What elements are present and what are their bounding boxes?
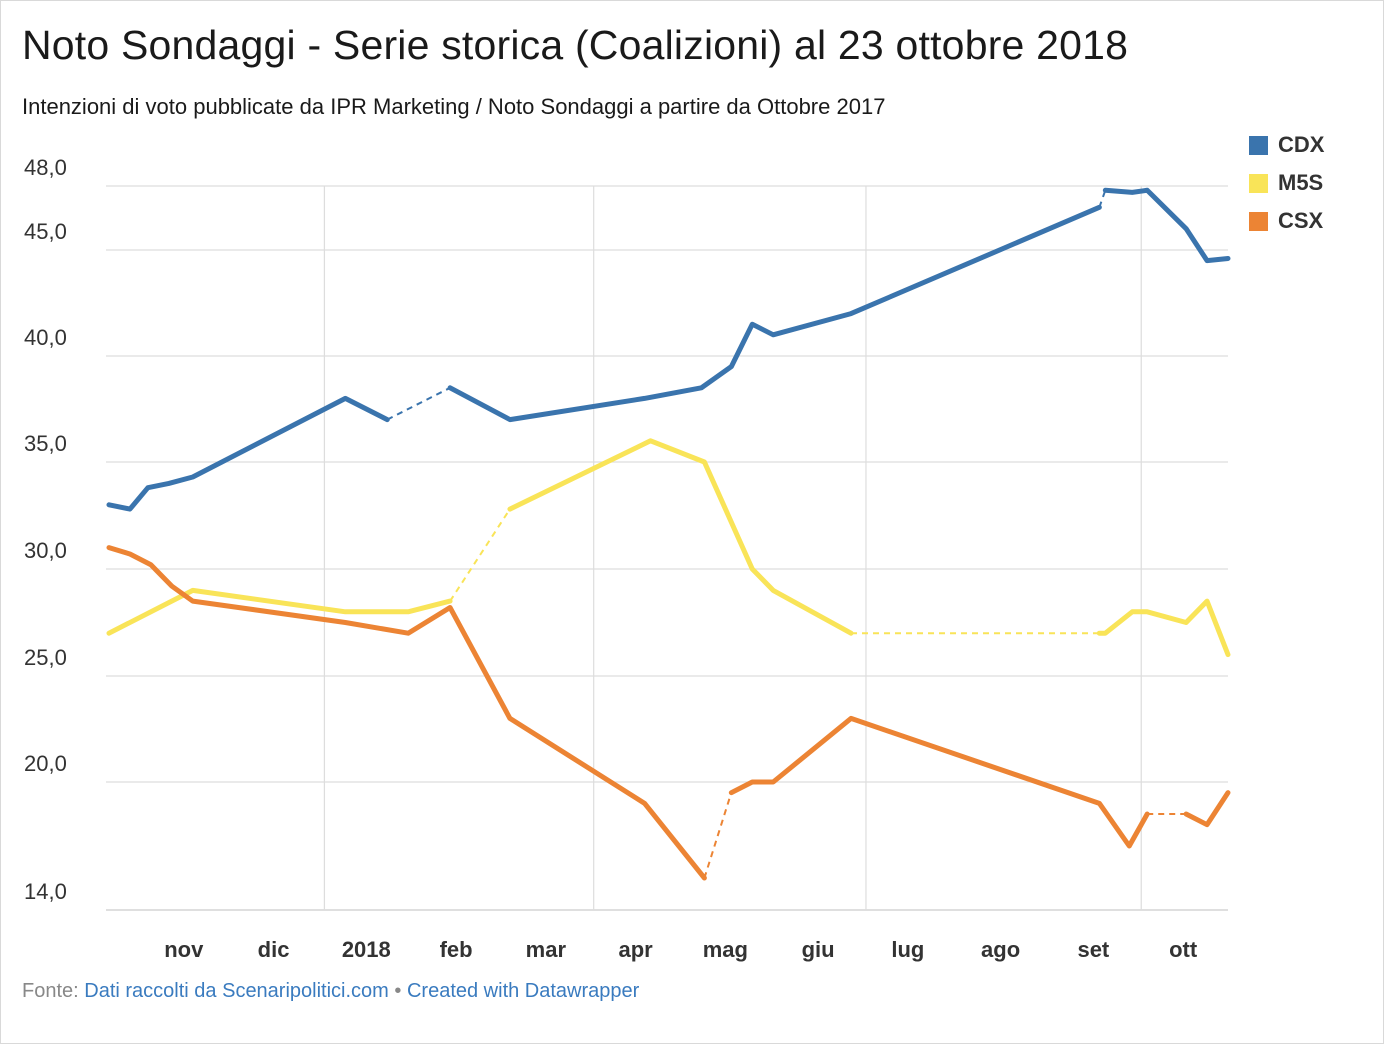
x-tick-label: dic bbox=[258, 937, 290, 962]
series-gap-csx bbox=[703, 792, 733, 879]
series-line-cdx bbox=[106, 395, 390, 512]
series-gap-cdx bbox=[1098, 189, 1107, 208]
series-line-cdx bbox=[447, 204, 1102, 423]
x-tick-label: lug bbox=[891, 937, 924, 962]
legend-item-m5s: M5S bbox=[1249, 164, 1324, 202]
legend-label-csx: CSX bbox=[1278, 208, 1324, 233]
series-line-m5s bbox=[507, 438, 854, 636]
source-link[interactable]: Dati raccolti da Scenaripolitici.com bbox=[84, 980, 389, 1002]
legend-label-cdx: CDX bbox=[1278, 132, 1325, 157]
y-tick-label: 48,0 bbox=[24, 155, 67, 180]
series-gap-m5s bbox=[449, 508, 511, 602]
legend-item-cdx: CDX bbox=[1249, 126, 1324, 164]
axis-labels: 48,0 45,0 40,0 35,0 30,0 25,0 20,0 14,0 nov dic 20… bbox=[24, 155, 1198, 962]
legend-swatch-m5s bbox=[1249, 173, 1268, 193]
y-tick-label: 25,0 bbox=[24, 645, 67, 670]
legend-swatch-cdx bbox=[1249, 135, 1268, 155]
x-tick-label: mar bbox=[526, 937, 567, 962]
series-line-m5s bbox=[106, 587, 453, 636]
grid-layer bbox=[106, 185, 1228, 911]
x-tick-label: ago bbox=[981, 937, 1020, 962]
series-layer bbox=[106, 187, 1231, 881]
series-line-csx bbox=[1183, 790, 1231, 828]
x-tick-label: apr bbox=[618, 937, 653, 962]
series-line-m5s bbox=[1096, 598, 1231, 658]
y-tick-label: 30,0 bbox=[24, 538, 67, 563]
chart-footer: Fonte: Dati raccolti da Scenaripolitici.… bbox=[22, 980, 639, 1003]
legend: CDX M5S CSX bbox=[1249, 126, 1324, 240]
chart-subtitle: Intenzioni di voto pubblicate da IPR Mar… bbox=[22, 94, 886, 119]
series-line-csx bbox=[106, 545, 707, 881]
y-tick-label: 14,0 bbox=[24, 879, 67, 904]
footer-prefix: Fonte: bbox=[22, 980, 79, 1002]
legend-swatch-csx bbox=[1249, 211, 1268, 231]
y-tick-label: 45,0 bbox=[24, 219, 67, 244]
series-line-cdx bbox=[1102, 187, 1231, 264]
legend-label-m5s: M5S bbox=[1278, 170, 1324, 195]
legend-item-csx: CSX bbox=[1249, 202, 1324, 240]
y-tick-label: 35,0 bbox=[24, 431, 67, 456]
x-tick-label: ott bbox=[1169, 937, 1198, 962]
footer-separator: • bbox=[394, 980, 402, 1002]
x-tick-label: feb bbox=[440, 937, 473, 962]
y-tick-label: 40,0 bbox=[24, 325, 67, 350]
x-tick-label: mag bbox=[703, 937, 748, 962]
x-tick-label: giu bbox=[802, 937, 835, 962]
series-gap-cdx bbox=[386, 386, 451, 421]
x-tick-label: 2018 bbox=[342, 937, 391, 962]
chart-title: Noto Sondaggi - Serie storica (Coalizion… bbox=[22, 22, 1129, 68]
x-tick-label: nov bbox=[164, 937, 204, 962]
x-tick-label: set bbox=[1077, 937, 1109, 962]
datawrapper-link[interactable]: Created with Datawrapper bbox=[406, 980, 640, 1002]
series-line-csx bbox=[728, 715, 1150, 849]
y-tick-label: 20,0 bbox=[24, 751, 67, 776]
